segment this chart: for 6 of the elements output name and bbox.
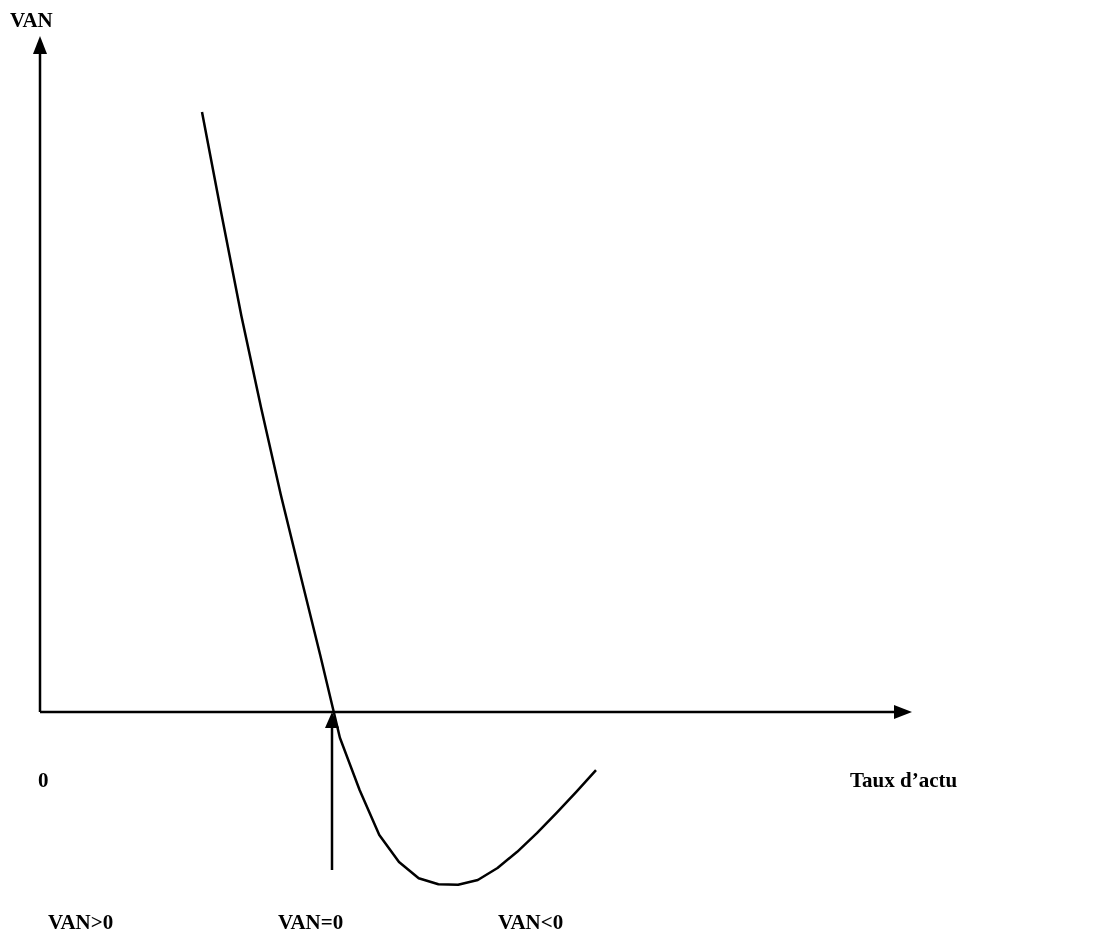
text: VAN xyxy=(10,8,53,33)
text: VAN=0 xyxy=(278,910,344,935)
text: Taux d’actu xyxy=(850,768,958,793)
text: 0 xyxy=(38,768,49,793)
text: VAN<0 xyxy=(498,910,564,935)
text: VAN>0 xyxy=(48,910,114,935)
